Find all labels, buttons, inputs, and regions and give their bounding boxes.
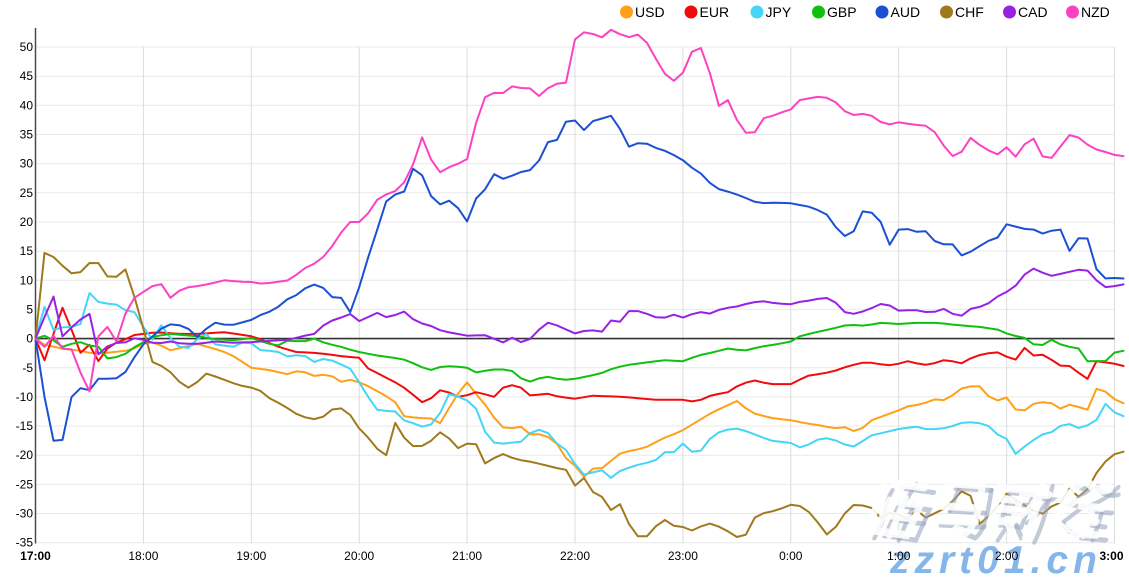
svg-text:20: 20 (20, 215, 34, 229)
svg-text:10: 10 (20, 273, 34, 287)
svg-text:35: 35 (20, 128, 34, 142)
svg-text:21:00: 21:00 (452, 549, 482, 563)
svg-text:zzrt01.cn: zzrt01.cn (889, 539, 1102, 575)
svg-text:-15: -15 (16, 419, 34, 433)
svg-text:20:00: 20:00 (344, 549, 374, 563)
svg-text:GBP: GBP (827, 4, 857, 20)
svg-text:NZD: NZD (1081, 4, 1110, 20)
svg-text:22:00: 22:00 (560, 549, 590, 563)
svg-text:19:00: 19:00 (236, 549, 266, 563)
svg-text:-5: -5 (22, 361, 33, 375)
svg-text:5: 5 (26, 302, 33, 316)
svg-text:-35: -35 (16, 536, 34, 550)
svg-text:45: 45 (20, 69, 34, 83)
svg-text:18:00: 18:00 (128, 549, 158, 563)
svg-text:-25: -25 (16, 477, 34, 491)
svg-text:0: 0 (26, 332, 33, 346)
svg-text:EUR: EUR (700, 4, 730, 20)
svg-text:40: 40 (20, 98, 34, 112)
svg-text:23:00: 23:00 (668, 549, 698, 563)
svg-text:1:00: 1:00 (887, 549, 911, 563)
svg-text:CAD: CAD (1018, 4, 1048, 20)
svg-text:15: 15 (20, 244, 34, 258)
svg-text:3:00: 3:00 (1099, 549, 1123, 563)
svg-text:50: 50 (20, 40, 34, 54)
svg-text:25: 25 (20, 186, 34, 200)
svg-text:-10: -10 (16, 390, 34, 404)
svg-text:CHF: CHF (955, 4, 984, 20)
svg-text:17:00: 17:00 (20, 549, 51, 563)
svg-text:2:00: 2:00 (995, 549, 1019, 563)
svg-text:JPY: JPY (766, 4, 792, 20)
svg-text:zzrt01.cn: zzrt01.cn (887, 536, 1100, 575)
svg-text:0:00: 0:00 (779, 549, 803, 563)
svg-text:30: 30 (20, 157, 34, 171)
svg-text:AUD: AUD (891, 4, 921, 20)
svg-text:-20: -20 (16, 448, 34, 462)
svg-text:USD: USD (635, 4, 665, 20)
svg-text:-30: -30 (16, 507, 34, 521)
